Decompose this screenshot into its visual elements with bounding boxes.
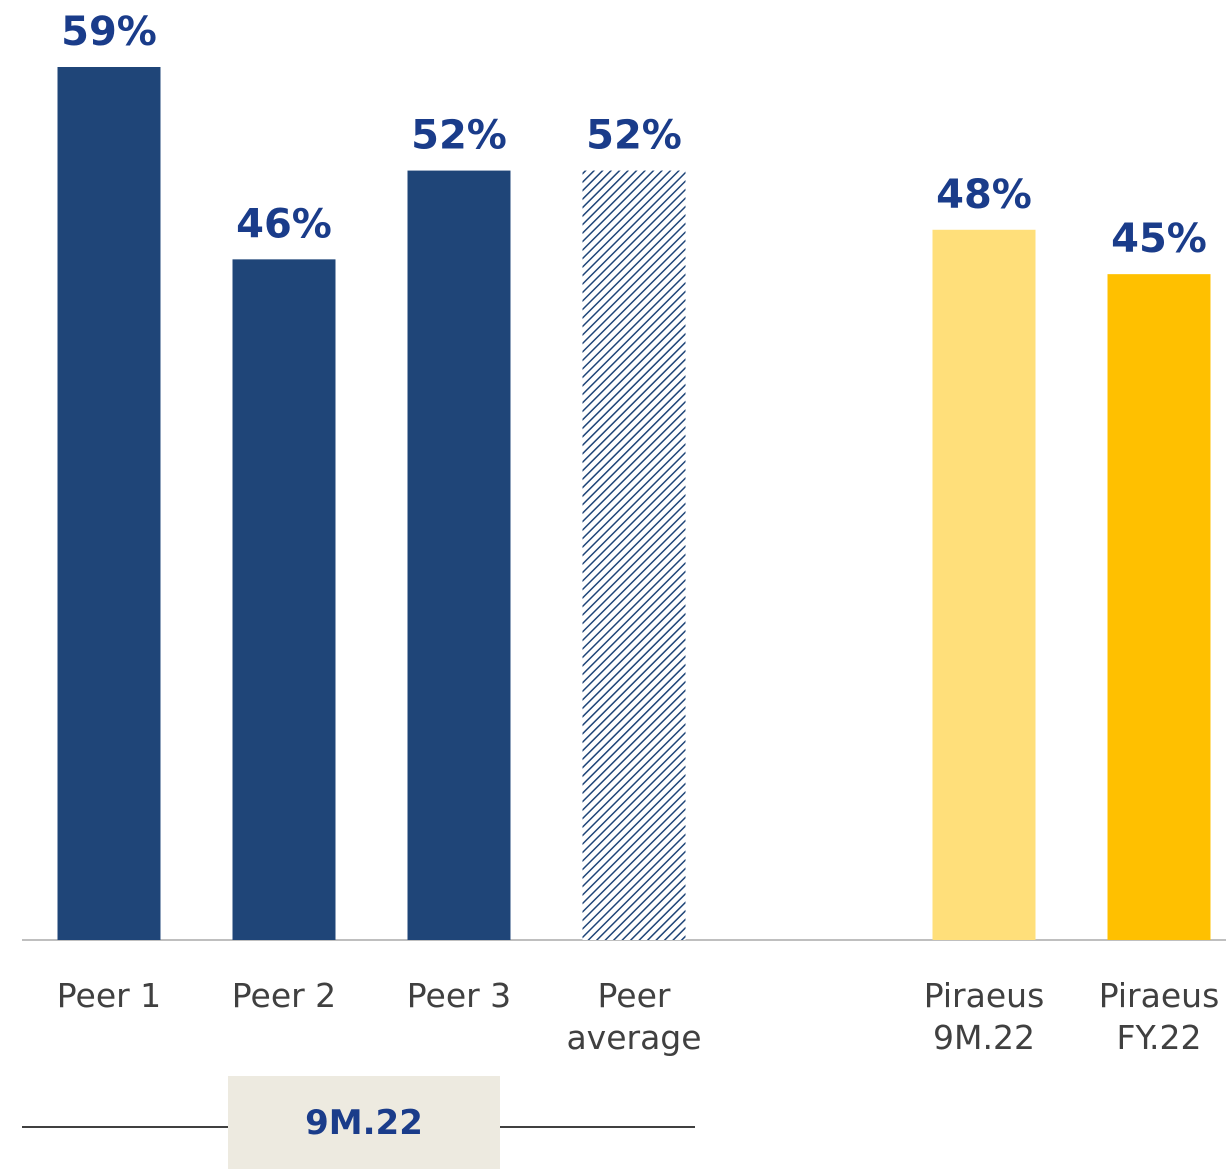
x-tick-label: Peer 2 — [231, 976, 337, 1015]
bar — [232, 259, 336, 940]
value-label: 59% — [61, 9, 157, 55]
value-label: 52% — [411, 113, 507, 159]
group-label: 9M.22 — [228, 1076, 500, 1169]
bar — [932, 229, 1036, 941]
x-tick-label: Piraeus 9M.22 — [923, 976, 1045, 1057]
value-label: 52% — [586, 113, 682, 159]
value-label: 48% — [936, 172, 1032, 218]
bar — [407, 170, 511, 940]
value-label: 46% — [236, 201, 332, 247]
bar — [57, 67, 161, 940]
x-tick-label: Peer average — [566, 976, 702, 1057]
bar — [582, 170, 686, 940]
x-tick-label: Peer 3 — [406, 976, 512, 1015]
x-tick-label: Peer 1 — [56, 976, 162, 1015]
value-label: 45% — [1111, 216, 1207, 262]
bar — [1107, 274, 1211, 940]
x-tick-label: Piraeus FY.22 — [1098, 976, 1220, 1057]
